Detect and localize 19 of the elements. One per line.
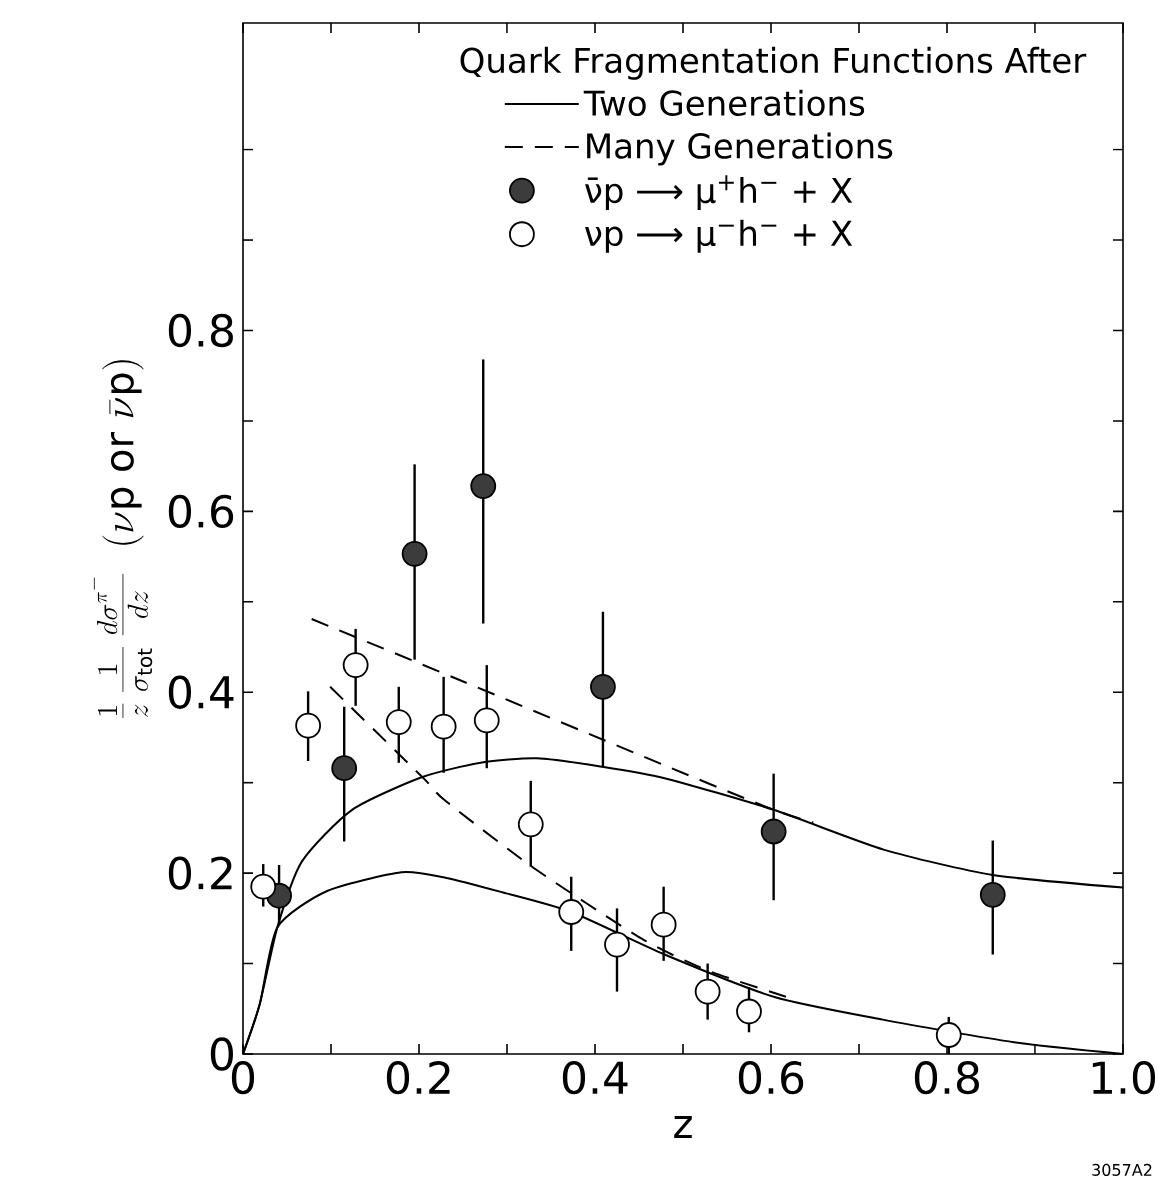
y-tick-label: 0.8 [168, 313, 233, 348]
x-tick-label: 1.0 [1092, 1061, 1156, 1095]
y-tick-label: 0.2 [168, 856, 232, 890]
x-tick-label: 0.6 [738, 1061, 804, 1095]
text: 3057A2 [1092, 1163, 1152, 1176]
x-tick-label: 0.8 [914, 1061, 979, 1095]
legend-label: Many Generations [587, 132, 893, 166]
x-tick-label: 0 [231, 1061, 255, 1095]
y-tick-label: 0 [210, 1037, 233, 1071]
y-tick-label: 0.4 [168, 675, 234, 709]
x-axis-title: z [674, 1116, 692, 1138]
legend-title: Quark Fragmentation Functions After [460, 46, 1087, 80]
y-tick-label: 0.6 [168, 494, 234, 529]
y-axis-title: $\frac{1}{z}\,\frac{1}{\sigma_{\mathrm{tot}}}\,\frac{d\sigma^{\pi^{-}}}{dz}\;\;(\nu\mathrm{p}\ \mathrm{or}\ \bar{\nu}\mathrm{p})$ [93, 360, 153, 719]
x-tick-label: 0.2 [386, 1061, 450, 1095]
x-tick-label: 0.4 [562, 1061, 628, 1095]
legend-label: ν̄p ⟶ μ$^{+}$h$^{−}$ + X [585, 175, 853, 210]
legend-label: νp ⟶ μ$^{−}$h$^{−}$ + X [585, 219, 853, 253]
legend-label: Two Generations [583, 89, 865, 116]
